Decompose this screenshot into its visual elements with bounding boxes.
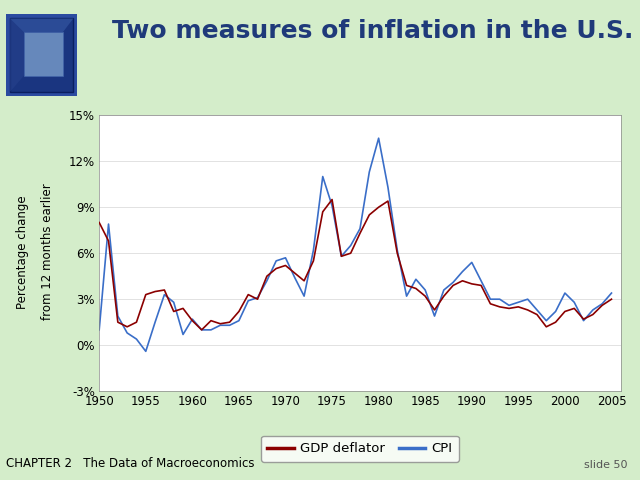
- Text: slide 50: slide 50: [584, 460, 627, 470]
- Polygon shape: [10, 18, 24, 92]
- Text: Percentage change: Percentage change: [16, 195, 29, 309]
- Text: CHAPTER 2   The Data of Macroeconomics: CHAPTER 2 The Data of Macroeconomics: [6, 457, 255, 470]
- Polygon shape: [10, 18, 73, 32]
- Polygon shape: [10, 18, 73, 92]
- Polygon shape: [24, 32, 63, 76]
- Text: from 12 months earlier: from 12 months earlier: [42, 184, 54, 320]
- Text: Two measures of inflation in the U.S.: Two measures of inflation in the U.S.: [112, 19, 634, 43]
- Legend: GDP deflator, CPI: GDP deflator, CPI: [261, 436, 459, 462]
